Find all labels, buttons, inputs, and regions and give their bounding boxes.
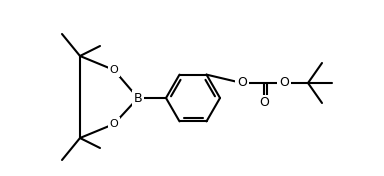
Text: O: O	[109, 119, 118, 129]
Text: O: O	[259, 96, 269, 109]
Text: O: O	[279, 77, 289, 90]
Text: O: O	[109, 65, 118, 75]
Text: B: B	[134, 92, 142, 105]
Text: O: O	[237, 77, 247, 90]
